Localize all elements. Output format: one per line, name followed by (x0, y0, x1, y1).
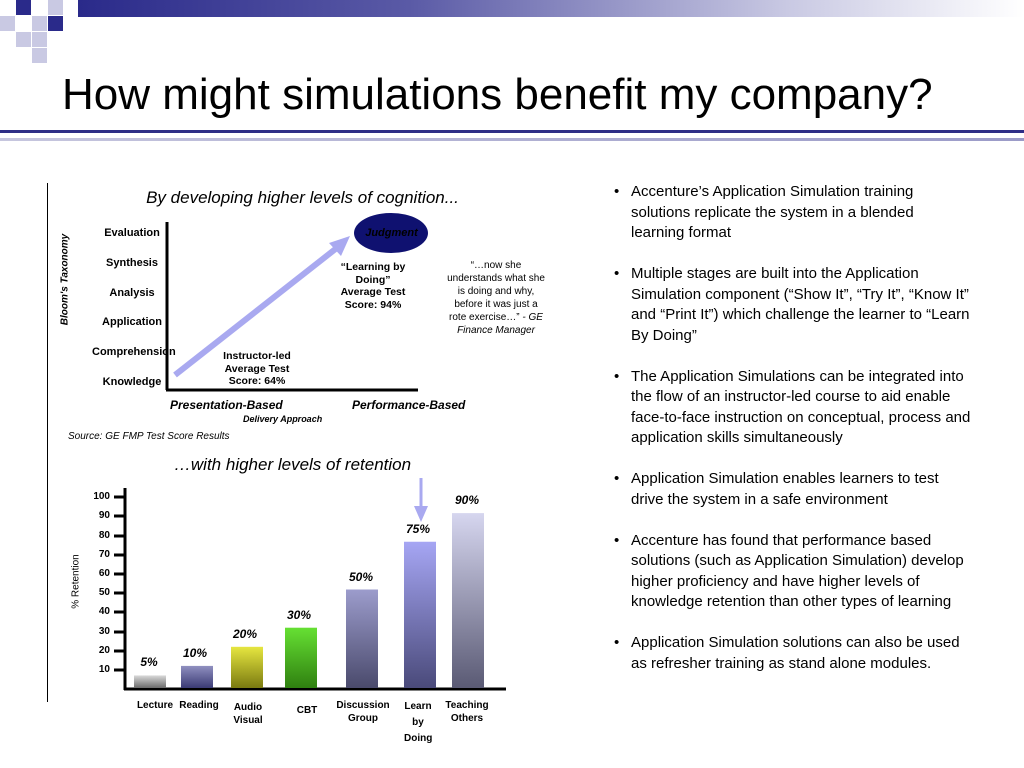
bar-value-label: 90% (454, 493, 480, 508)
slide-title: How might simulations benefit my company… (62, 70, 933, 119)
bar-value-label: 30% (286, 607, 312, 622)
x-category-label: CBT (296, 705, 318, 716)
bar-value-label: 75% (405, 521, 431, 536)
learning-by-doing-score: “Learning by Doing” Average Test Score: … (340, 261, 406, 311)
bar-lecture (134, 675, 166, 688)
bullet-item: Accenture has found that performance bas… (611, 531, 971, 613)
x-category-label: Reading (179, 700, 219, 711)
bloom-level: Analysis (109, 287, 155, 299)
decor-square (16, 0, 31, 15)
cognition-diagram (165, 213, 428, 392)
bullet-list: Accenture’s Application Simulation train… (611, 182, 971, 695)
source-note: Source: GE FMP Test Score Results (68, 431, 230, 442)
title-rule (0, 130, 1024, 133)
bloom-level: Knowledge (102, 376, 162, 388)
bar-value-label: 10% (182, 645, 208, 660)
bar-audio-visual (231, 646, 263, 688)
decor-square (16, 32, 31, 47)
y-tick-label: 30 (98, 626, 110, 637)
y-tick-label: 50 (98, 587, 110, 598)
x-label-presentation: Presentation-Based (170, 398, 283, 412)
bullet-item: Multiple stages are built into the Appli… (611, 264, 971, 346)
bullet-item: Accenture’s Application Simulation train… (611, 182, 971, 244)
bullet-item: Application Simulation enables learners … (611, 469, 971, 510)
bar-teaching-others (452, 513, 484, 688)
highlight-arrow-head (414, 506, 428, 522)
bar-reading (181, 665, 213, 688)
bullet-item: Application Simulation solutions can als… (611, 633, 971, 674)
decor-square (48, 0, 63, 15)
header-band (78, 0, 1024, 17)
x-category-label: Lecture (136, 700, 174, 711)
y-tick-label: 70 (98, 549, 110, 560)
quote-block: “…now she understands what she is doing … (447, 259, 545, 337)
decor-square (32, 48, 47, 63)
divider-line (47, 183, 48, 702)
y-tick-label: 80 (98, 530, 110, 541)
x-category-label: Audio Visual (233, 702, 263, 726)
judgment-label: Judgment (365, 227, 418, 239)
x-category-label: Teaching Others (445, 700, 489, 724)
y-tick-label: 60 (98, 568, 110, 579)
progress-arrow-shaft (173, 244, 340, 378)
bloom-level: Evaluation (104, 227, 160, 239)
y-tick-label: 10 (98, 664, 110, 675)
retention-heading: …with higher levels of retention (173, 455, 412, 474)
retention-chart (114, 478, 506, 691)
y-tick-label: 20 (98, 645, 110, 656)
decor-square (32, 16, 47, 31)
bar-value-label: 20% (232, 626, 258, 641)
x-axis-title: Delivery Approach (243, 414, 323, 424)
title-rule-light (0, 138, 1024, 141)
quote-text: “…now she understands what she is doing … (447, 260, 545, 323)
bloom-level: Comprehension (92, 346, 176, 358)
x-category-label: Learn by Doing (404, 701, 433, 744)
x-category-label: Discussion Group (336, 700, 390, 724)
bar-value-label: 50% (348, 569, 374, 584)
decor-square (0, 16, 15, 31)
bar-learn-by-doing (404, 541, 436, 688)
quote-attribution: - GE Finance Manager (457, 312, 543, 336)
bloom-level: Synthesis (106, 257, 158, 269)
decor-square (32, 32, 47, 47)
bar-discussion-group (346, 589, 378, 688)
bloom-level: Application (102, 316, 162, 328)
judgment-ellipse (354, 213, 428, 253)
bullet-item: The Application Simulations can be integ… (611, 367, 971, 449)
cognition-heading: By developing higher levels of cognition… (146, 188, 459, 207)
bar-value-label: 5% (140, 655, 158, 670)
progress-arrow-head (329, 236, 350, 256)
y-tick-label: 90 (98, 510, 110, 521)
x-label-performance: Performance-Based (352, 398, 466, 412)
instructor-led-score: Instructor-led Average Test Score: 64% (223, 350, 291, 387)
decor-square (48, 16, 63, 31)
bar-cbt (285, 627, 317, 688)
y-tick-label: 40 (98, 606, 110, 617)
y-tick-label: 100 (93, 491, 110, 502)
